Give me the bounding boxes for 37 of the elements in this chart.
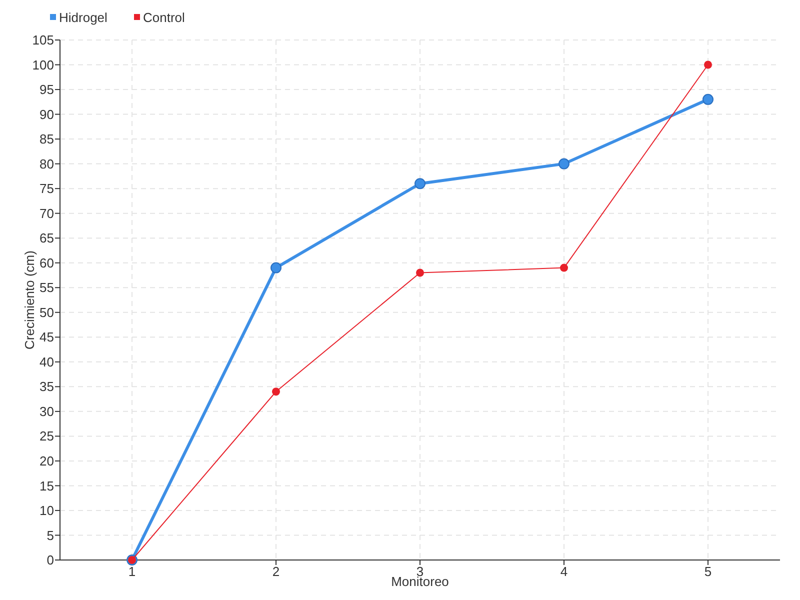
y-tick-label: 50 [40,304,54,320]
legend-label: Hidrogel [59,10,108,25]
y-tick-label: 60 [40,255,54,270]
y-tick-label: 105 [32,32,54,48]
y-tick-label: 40 [40,354,54,370]
y-tick-label: 95 [40,82,54,98]
y-axis-title: Crecimiento (cm) [22,250,37,350]
legend-label: Control [143,10,186,25]
y-tick-label: 80 [40,156,54,172]
point [414,178,426,190]
y-tick-label: 20 [40,454,54,468]
y-tick-label: 15 [40,478,54,494]
y-tick-label: 10 [40,503,54,518]
y-tick-label: 55 [40,280,54,296]
point [272,388,280,396]
y-tick-label: 75 [40,181,54,196]
point [558,158,570,170]
x-tick-label: 1 [128,564,136,579]
y-tick-label: 85 [40,132,54,147]
y-tick-label: 45 [40,330,54,345]
y-tick-label: 70 [40,206,54,221]
y-tick-label: 25 [40,428,54,444]
y-tick-label: 0 [46,552,54,568]
point [560,264,568,272]
x-tick-label: 4 [560,564,568,579]
x-tick-label: 2 [272,564,280,579]
point [270,262,282,274]
y-tick-label: 65 [40,230,54,246]
y-tick-label: 90 [40,106,54,122]
y-tick-label: 100 [32,57,54,72]
point [704,60,712,69]
y-tick-label: 30 [40,404,54,419]
x-tick-label: 5 [704,564,712,579]
y-tick-label: 5 [46,528,54,543]
point [416,268,424,277]
y-tick-label: 35 [40,379,54,394]
point [702,94,714,105]
